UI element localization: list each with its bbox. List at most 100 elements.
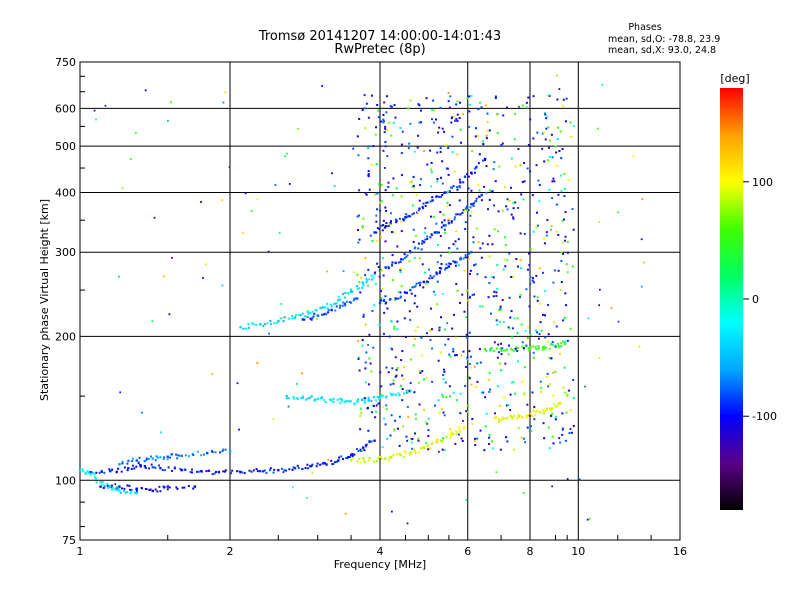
data-point xyxy=(145,457,148,460)
noise-point xyxy=(560,174,563,177)
noise-point xyxy=(357,357,360,360)
noise-point xyxy=(560,251,563,254)
data-point xyxy=(126,462,129,465)
data-point xyxy=(321,462,324,465)
noise-point xyxy=(563,316,566,319)
data-point xyxy=(445,435,448,438)
noise-point xyxy=(367,145,370,148)
data-point xyxy=(151,457,155,460)
noise-point xyxy=(503,258,506,261)
noise-point xyxy=(357,229,360,232)
noise-point xyxy=(377,402,380,405)
noise-point xyxy=(441,127,444,130)
data-point xyxy=(159,456,162,459)
data-point xyxy=(301,467,304,470)
data-point xyxy=(285,469,288,472)
data-point xyxy=(295,314,298,317)
noise-point xyxy=(472,236,475,239)
noise-point xyxy=(418,257,421,260)
data-point xyxy=(164,469,167,472)
data-point xyxy=(404,451,407,454)
data-point xyxy=(535,348,538,351)
data-point xyxy=(419,447,422,450)
noise-point xyxy=(572,379,575,382)
data-point xyxy=(129,492,132,495)
noise-point xyxy=(500,308,503,311)
noise-point xyxy=(492,168,495,171)
data-point xyxy=(187,485,190,488)
noise-point xyxy=(555,151,558,154)
data-point xyxy=(269,320,272,323)
noise-point xyxy=(566,395,569,398)
noise-point xyxy=(392,379,395,382)
noise-point xyxy=(509,393,512,396)
data-point xyxy=(529,345,532,348)
data-point xyxy=(148,467,151,470)
data-point xyxy=(472,202,475,205)
noise-point xyxy=(378,275,381,278)
data-point xyxy=(407,214,410,217)
data-point xyxy=(450,431,453,434)
data-point xyxy=(262,324,265,327)
noise-point xyxy=(383,101,386,104)
data-point xyxy=(192,487,195,490)
noise-point xyxy=(367,383,370,386)
x-tick-label: 16 xyxy=(673,545,687,558)
noise-point xyxy=(390,264,393,267)
noise-point xyxy=(364,367,367,370)
noise-point xyxy=(375,126,378,129)
noise-point xyxy=(565,304,568,307)
data-point xyxy=(279,317,282,320)
data-point xyxy=(390,394,393,397)
noise-point xyxy=(372,346,375,349)
noise-point xyxy=(391,510,393,513)
noise-point xyxy=(454,240,457,243)
noise-point xyxy=(432,216,435,219)
noise-point xyxy=(367,173,370,176)
noise-point xyxy=(379,201,382,204)
noise-point xyxy=(386,129,389,132)
data-point xyxy=(313,399,316,402)
noise-point xyxy=(429,329,432,332)
noise-point xyxy=(563,188,566,191)
noise-point xyxy=(479,305,482,308)
data-point xyxy=(408,452,411,455)
data-point xyxy=(414,284,417,287)
noise-point xyxy=(500,143,503,146)
noise-point xyxy=(473,439,476,442)
noise-point xyxy=(439,235,442,238)
data-point xyxy=(290,314,293,317)
x-tick-label: 4 xyxy=(377,545,384,558)
noise-point xyxy=(405,435,408,438)
data-point xyxy=(320,306,323,309)
noise-point xyxy=(512,217,515,220)
noise-point xyxy=(400,267,403,270)
data-point xyxy=(107,486,110,489)
noise-point xyxy=(202,277,204,279)
noise-point xyxy=(542,131,545,134)
data-point xyxy=(368,456,371,459)
noise-point xyxy=(375,163,378,166)
data-point xyxy=(306,316,309,319)
noise-point xyxy=(498,165,501,168)
noise-point xyxy=(463,310,466,313)
data-point xyxy=(532,410,535,413)
noise-point xyxy=(421,263,424,266)
data-point xyxy=(319,396,322,399)
data-point xyxy=(84,472,87,475)
noise-point xyxy=(495,319,498,322)
data-point xyxy=(315,309,318,312)
noise-point xyxy=(381,257,384,260)
data-point xyxy=(360,398,363,401)
noise-point xyxy=(420,336,423,339)
noise-point xyxy=(481,305,484,308)
data-point xyxy=(130,467,133,470)
noise-point xyxy=(465,289,468,292)
data-point xyxy=(100,469,103,472)
data-point xyxy=(321,313,324,316)
noise-point xyxy=(459,412,462,415)
noise-point xyxy=(497,420,500,423)
data-point xyxy=(539,410,542,414)
noise-point xyxy=(449,95,452,98)
data-point xyxy=(490,346,493,349)
